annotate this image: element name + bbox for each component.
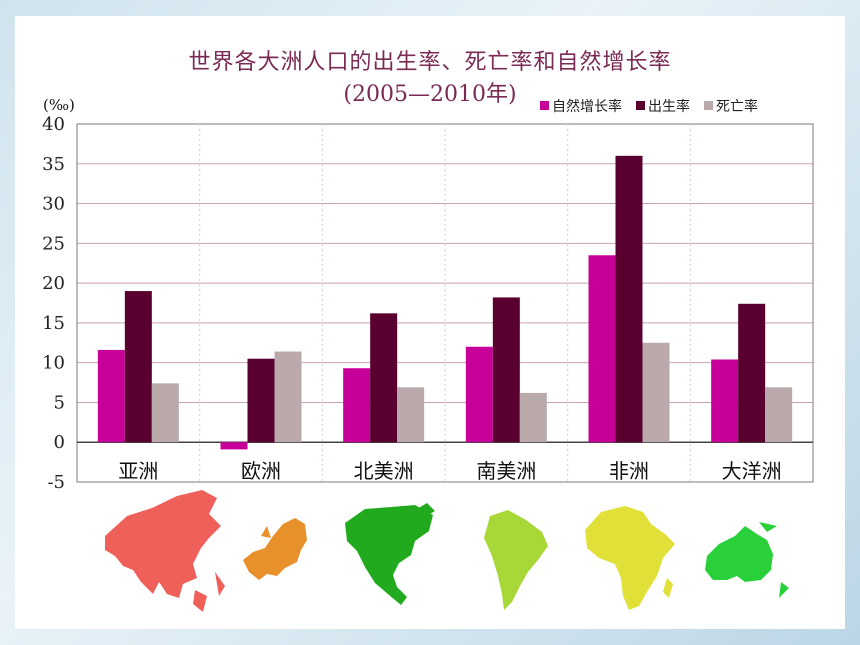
category-label: 亚洲 — [118, 459, 158, 483]
bar-birth-rate — [615, 155, 643, 443]
y-tick-label: 15 — [42, 313, 65, 334]
bar-natural-growth — [711, 359, 739, 443]
bar-natural-growth — [343, 368, 371, 443]
category-label: 大洋洲 — [722, 459, 782, 483]
bar-chart: -5 0 5 10 15 20 25 30 35 40 亚洲 欧洲 北美洲 南美洲 非洲 大洋洲 (‰) 自然增长… — [42, 96, 814, 493]
y-tick-label: 30 — [42, 194, 65, 215]
bar-natural-growth — [465, 346, 493, 443]
slide-panel: 世界各大洲人口的出生率、死亡率和自然增长率 (2005—2010年) -5 0 5 1… — [15, 16, 845, 629]
bar-natural-growth — [588, 255, 616, 443]
bar-death-rate — [765, 387, 793, 443]
legend-swatch — [636, 101, 645, 110]
bar-birth-rate — [247, 358, 275, 443]
legend-swatch — [704, 101, 713, 110]
south-america-map-icon — [484, 510, 548, 610]
bar-birth-rate — [370, 313, 398, 443]
bar-birth-rate — [738, 303, 766, 443]
y-tick-label: 5 — [54, 392, 65, 413]
legend-swatch — [540, 101, 549, 110]
category-label: 欧洲 — [241, 459, 281, 483]
oceania-map-icon — [705, 522, 789, 598]
chart-title: 世界各大洲人口的出生率、死亡率和自然增长率 — [188, 50, 672, 75]
y-axis-unit-label: (‰) — [43, 96, 75, 114]
bar-death-rate — [397, 387, 425, 443]
bar-birth-rate — [124, 291, 152, 443]
plot-frame — [76, 123, 814, 483]
bar-natural-growth — [220, 442, 248, 450]
bar-death-rate — [151, 383, 179, 443]
legend-label: 出生率 — [648, 98, 690, 115]
bar-death-rate — [274, 351, 302, 443]
africa-map-icon — [585, 506, 675, 610]
y-tick-label: -5 — [47, 472, 65, 493]
category-label: 南美洲 — [476, 459, 536, 483]
europe-map-icon — [243, 518, 307, 580]
category-label: 非洲 — [609, 459, 649, 483]
y-tick-label: 20 — [42, 273, 65, 294]
bar-natural-growth — [97, 349, 125, 443]
y-tick-label: 0 — [54, 432, 65, 453]
legend-label: 死亡率 — [716, 98, 758, 115]
asia-map-icon — [105, 490, 225, 612]
bar-birth-rate — [492, 297, 520, 443]
y-tick-label: 35 — [42, 154, 65, 175]
category-label: 北美洲 — [354, 459, 414, 483]
y-tick-label: 40 — [42, 114, 65, 135]
y-tick-label: 10 — [42, 353, 65, 374]
bar-death-rate — [519, 392, 547, 443]
chart-subtitle: (2005—2010年) — [343, 82, 517, 107]
legend-label: 自然增长率 — [552, 98, 622, 115]
y-tick-label: 25 — [42, 233, 65, 254]
bar-death-rate — [642, 342, 670, 443]
north-america-map-icon — [345, 503, 435, 605]
